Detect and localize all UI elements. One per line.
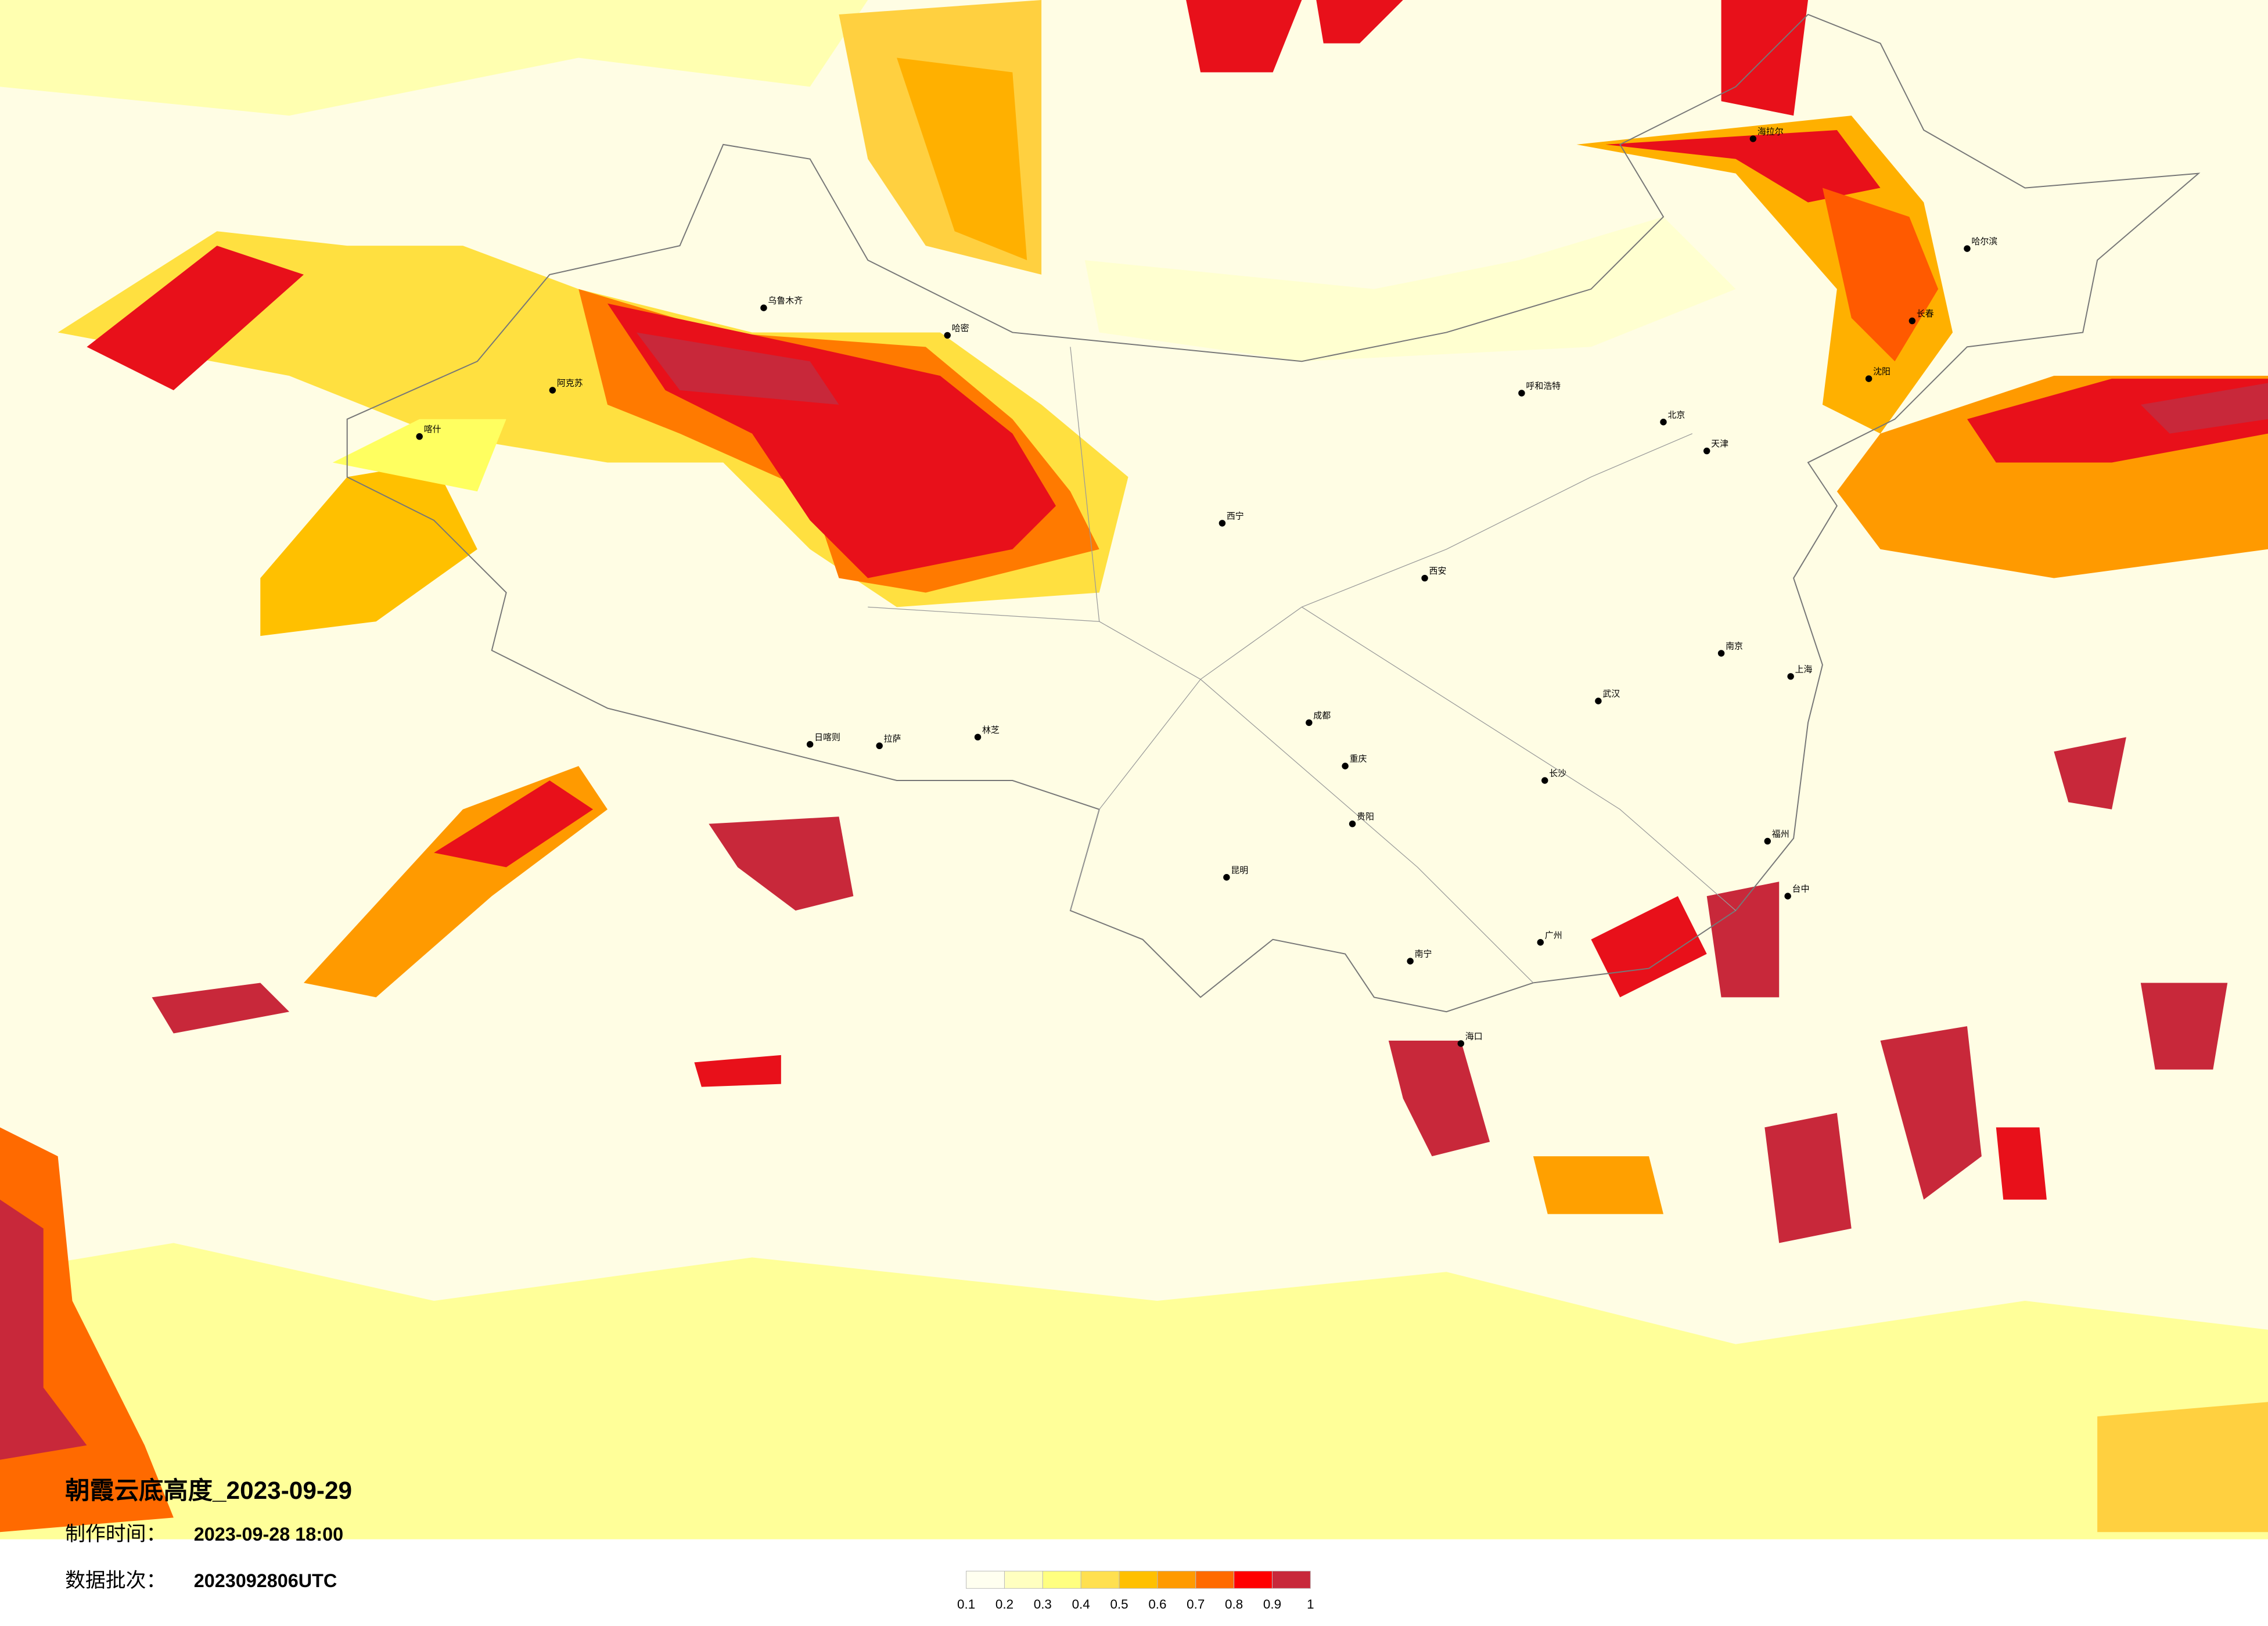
production-time-label: 制作时间：: [65, 1523, 166, 1545]
city-label: 乌鲁木齐: [768, 296, 803, 306]
city-label: 南宁: [1415, 949, 1432, 959]
city-label: 南京: [1726, 642, 1743, 652]
city-label: 喀什: [424, 425, 441, 434]
city-label: 昆明: [1231, 865, 1248, 875]
city-dot: [1342, 762, 1349, 769]
city-dot: [549, 387, 556, 394]
city-dot: [1349, 820, 1356, 828]
legend-swatch: [966, 1570, 1005, 1589]
legend-tick-label: 0.3: [1034, 1597, 1052, 1611]
batch-value: 2023092806UTC: [194, 1570, 337, 1591]
city-label: 重庆: [1350, 754, 1367, 764]
city-dot: [1407, 958, 1414, 965]
city-dot: [1541, 777, 1548, 784]
city-label: 日喀则: [814, 732, 840, 742]
city-label: 西宁: [1227, 512, 1244, 521]
city-dot: [974, 733, 982, 741]
legend-tick-label: 0.1: [957, 1597, 975, 1611]
legend-swatch: [1119, 1570, 1158, 1589]
city-label: 北京: [1667, 410, 1685, 420]
city-label: 长春: [1917, 309, 1934, 319]
legend-tick-label: 0.7: [1187, 1597, 1205, 1611]
city-label: 台中: [1792, 884, 1810, 894]
city-dot: [1306, 719, 1313, 726]
city-dot: [806, 741, 814, 748]
city-dot: [1764, 837, 1771, 845]
legend-swatch: [1004, 1570, 1043, 1589]
province-border: [868, 347, 1736, 983]
city-dot: [1787, 673, 1794, 680]
city-label: 贵阳: [1357, 812, 1374, 822]
city-dot: [1749, 135, 1757, 142]
city-label: 天津: [1711, 439, 1728, 449]
production-time-value: 2023-09-28 18:00: [194, 1524, 343, 1545]
city-label: 长沙: [1549, 769, 1566, 779]
city-dot: [1421, 574, 1428, 582]
city-label: 福州: [1772, 829, 1789, 839]
city-label: 上海: [1795, 664, 1813, 674]
legend-tick-label: 0.6: [1148, 1597, 1166, 1611]
legend-swatch: [1234, 1570, 1273, 1589]
city-label: 武汉: [1602, 689, 1620, 699]
city-label: 拉萨: [884, 734, 901, 744]
city-dot: [1865, 375, 1872, 382]
legend-swatch: [1195, 1570, 1235, 1589]
legend-swatch: [1080, 1570, 1120, 1589]
legend-tick-label: 0.8: [1225, 1597, 1243, 1611]
city-dot: [1703, 447, 1710, 455]
legend-swatch: [1042, 1570, 1081, 1589]
legend-swatch: [1271, 1570, 1311, 1589]
city-label: 海口: [1465, 1032, 1483, 1042]
map-title: 朝霞云底高度_2023-09-29: [65, 1477, 352, 1504]
city-label: 阿克苏: [557, 379, 583, 388]
city-dot: [760, 304, 767, 311]
city-dot: [1518, 390, 1525, 397]
city-label: 哈尔滨: [1971, 237, 1997, 247]
city-label: 沈阳: [1873, 367, 1890, 377]
city-label: 广州: [1545, 930, 1562, 940]
legend-tick-label: 0.9: [1263, 1597, 1281, 1611]
city-label: 呼和浩特: [1526, 382, 1561, 391]
legend-tick-label: 0.4: [1072, 1597, 1090, 1611]
batch-label: 数据批次：: [65, 1569, 166, 1592]
city-dot: [1537, 939, 1544, 946]
legend: 0.1 0.2 0.3 0.4 0.5 0.6 0.7 0.8 0.9 1: [957, 1570, 1314, 1611]
legend-swatch: [1157, 1570, 1196, 1589]
legend-tick-label: 1: [1307, 1597, 1314, 1611]
city-dot: [1908, 317, 1916, 325]
legend-tick-label: 0.2: [995, 1597, 1013, 1611]
city-dot: [1223, 874, 1230, 881]
city-dot: [1219, 520, 1226, 527]
city-label: 成都: [1313, 711, 1331, 721]
legend-tick-label: 0.5: [1110, 1597, 1128, 1611]
city-dot: [416, 433, 423, 440]
cloud-field: [0, 0, 2268, 1539]
city-dot: [944, 332, 951, 339]
city-label: 西安: [1429, 566, 1447, 576]
city-dot: [1457, 1040, 1465, 1047]
city-dot: [1784, 893, 1791, 900]
country-border: [346, 13, 2201, 1013]
city-dot: [876, 742, 883, 749]
city-dot: [1964, 245, 1971, 252]
city-label: 海拉尔: [1757, 127, 1784, 136]
city-dot: [1660, 419, 1667, 426]
city-label: 哈密: [952, 323, 969, 333]
city-dot: [1717, 650, 1725, 657]
city-dot: [1595, 697, 1602, 704]
city-label: 林芝: [982, 725, 1000, 735]
